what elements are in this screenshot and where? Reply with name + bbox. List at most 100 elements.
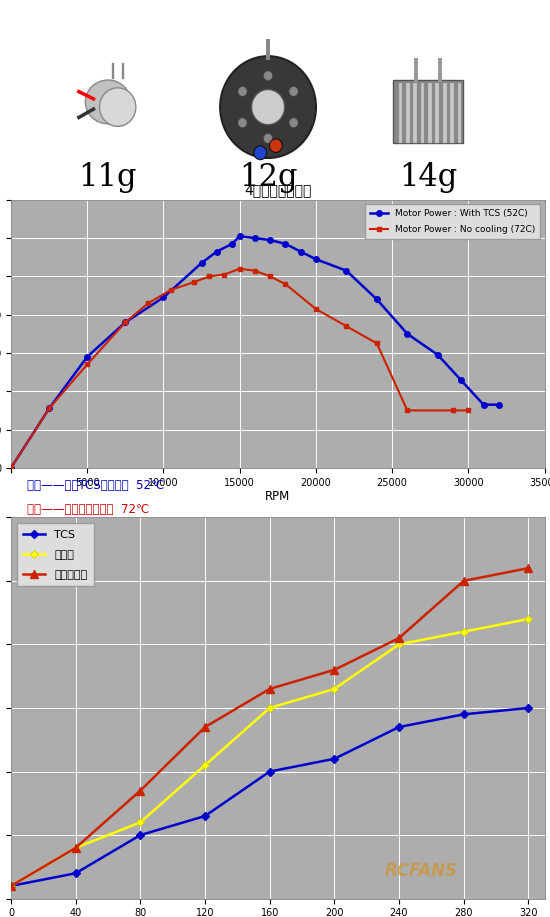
Bar [436, 83, 439, 143]
Circle shape [270, 138, 282, 152]
Motor Power : With TCS (52C): (5e+03, 58): With TCS (52C): (5e+03, 58) [84, 351, 91, 362]
Motor Power : No cooling (72C): (7.5e+03, 76): No cooling (72C): (7.5e+03, 76) [122, 317, 129, 328]
Motor Power : No cooling (72C): (9e+03, 86): No cooling (72C): (9e+03, 86) [145, 298, 151, 309]
Motor Power : With TCS (52C): (1.6e+04, 120): With TCS (52C): (1.6e+04, 120) [251, 233, 258, 244]
Bar [450, 83, 454, 143]
Motor Power : With TCS (52C): (2.4e+04, 88): With TCS (52C): (2.4e+04, 88) [373, 293, 380, 304]
Text: RCFANS: RCFANS [384, 862, 458, 879]
Circle shape [289, 86, 298, 96]
Motor Power : With TCS (52C): (2.6e+04, 70): With TCS (52C): (2.6e+04, 70) [404, 328, 411, 339]
Legend: Motor Power : With TCS (52C), Motor Power : No cooling (72C): Motor Power : With TCS (52C), Motor Powe… [365, 204, 540, 238]
無散熱裝置 [460, 575, 467, 586]
TCS [8, 880, 14, 891]
Motor Power : No cooling (72C): (2.9e+04, 30): No cooling (72C): (2.9e+04, 30) [450, 405, 456, 416]
Motor Power : With TCS (52C): (1.8e+04, 117): With TCS (52C): (1.8e+04, 117) [282, 238, 289, 249]
Motor Power : With TCS (52C): (1.45e+04, 117): With TCS (52C): (1.45e+04, 117) [229, 238, 235, 249]
Motor Power : No cooling (72C): (2.2e+04, 74): No cooling (72C): (2.2e+04, 74) [343, 321, 350, 332]
TCS [395, 722, 402, 733]
Motor Power : No cooling (72C): (1.6e+04, 103): No cooling (72C): (1.6e+04, 103) [251, 265, 258, 276]
Motor Power : With TCS (52C): (1.9e+04, 113): With TCS (52C): (1.9e+04, 113) [298, 246, 304, 257]
Text: 藍色——使用TCS冷卻系統  52℃: 藍色——使用TCS冷卻系統 52℃ [27, 479, 164, 492]
無散熱裝置 [8, 880, 14, 891]
Motor Power : No cooling (72C): (1.5e+04, 104): No cooling (72C): (1.5e+04, 104) [236, 263, 243, 274]
双風扇 [266, 702, 273, 713]
Bar [399, 83, 402, 143]
Line: 無散熱裝置: 無散熱裝置 [7, 564, 532, 889]
無散熱裝置 [266, 683, 273, 694]
Motor Power : No cooling (72C): (2e+04, 83): No cooling (72C): (2e+04, 83) [312, 304, 319, 315]
TCS [202, 811, 208, 822]
Circle shape [220, 56, 316, 158]
Text: 11g: 11g [79, 161, 138, 193]
Circle shape [263, 71, 273, 81]
双風扇 [73, 843, 79, 854]
Motor Power : No cooling (72C): (1.7e+04, 100): No cooling (72C): (1.7e+04, 100) [267, 271, 273, 282]
双風扇 [460, 626, 467, 637]
Motor Power : No cooling (72C): (2.6e+04, 30): No cooling (72C): (2.6e+04, 30) [404, 405, 411, 416]
TCS [73, 867, 79, 878]
Legend: TCS, 双風扇, 無散熱裝置: TCS, 双風扇, 無散熱裝置 [16, 523, 94, 586]
Text: 12g: 12g [239, 161, 298, 193]
Bar [443, 83, 447, 143]
Motor Power : No cooling (72C): (1.4e+04, 101): No cooling (72C): (1.4e+04, 101) [221, 269, 228, 280]
Motor Power : With TCS (52C): (2.2e+04, 103): With TCS (52C): (2.2e+04, 103) [343, 265, 350, 276]
Motor Power : With TCS (52C): (2e+04, 109): With TCS (52C): (2e+04, 109) [312, 254, 319, 265]
Motor Power : No cooling (72C): (5e+03, 54): No cooling (72C): (5e+03, 54) [84, 359, 91, 370]
Motor Power : No cooling (72C): (3e+04, 30): No cooling (72C): (3e+04, 30) [465, 405, 471, 416]
Motor Power : With TCS (52C): (1.7e+04, 119): With TCS (52C): (1.7e+04, 119) [267, 235, 273, 246]
Motor Power : With TCS (52C): (1.25e+04, 107): With TCS (52C): (1.25e+04, 107) [198, 258, 205, 269]
Motor Power : No cooling (72C): (0, 0): No cooling (72C): (0, 0) [8, 462, 14, 473]
Motor Power : With TCS (52C): (3.1e+04, 33): With TCS (52C): (3.1e+04, 33) [480, 399, 487, 410]
無散熱裝置 [331, 664, 338, 675]
Circle shape [289, 118, 298, 127]
Motor Power : With TCS (52C): (1.35e+04, 113): With TCS (52C): (1.35e+04, 113) [213, 246, 220, 257]
Line: Motor Power : No cooling (72C): Motor Power : No cooling (72C) [9, 266, 471, 470]
Line: Motor Power : With TCS (52C): Motor Power : With TCS (52C) [8, 234, 502, 470]
Circle shape [251, 90, 285, 125]
Bar [393, 80, 463, 143]
双風扇 [137, 817, 144, 828]
Bar [414, 83, 417, 143]
Motor Power : No cooling (72C): (2.5e+03, 31): No cooling (72C): (2.5e+03, 31) [46, 403, 52, 414]
双風扇 [395, 639, 402, 650]
TCS [137, 830, 144, 841]
Circle shape [263, 134, 273, 143]
Circle shape [238, 86, 247, 96]
Motor Power : No cooling (72C): (1.8e+04, 96): No cooling (72C): (1.8e+04, 96) [282, 279, 289, 290]
Motor Power : With TCS (52C): (2.95e+04, 46): With TCS (52C): (2.95e+04, 46) [458, 374, 464, 385]
TCS [331, 754, 338, 765]
Motor Power : No cooling (72C): (1.05e+04, 93): No cooling (72C): (1.05e+04, 93) [168, 284, 174, 295]
Bar [421, 83, 425, 143]
X-axis label: RPM: RPM [265, 491, 290, 503]
Text: 14g: 14g [399, 161, 457, 193]
Line: TCS: TCS [8, 705, 531, 889]
双風扇 [525, 613, 532, 624]
Motor Power : With TCS (52C): (1e+04, 89): With TCS (52C): (1e+04, 89) [160, 292, 167, 303]
Motor Power : With TCS (52C): (1.5e+04, 121): With TCS (52C): (1.5e+04, 121) [236, 231, 243, 242]
Bar [428, 83, 432, 143]
Circle shape [100, 88, 136, 127]
Motor Power : No cooling (72C): (2.4e+04, 65): No cooling (72C): (2.4e+04, 65) [373, 337, 380, 348]
Text: 紅色——未使用冷卻系統  72℃: 紅色——未使用冷卻系統 72℃ [27, 503, 149, 516]
無散熱裝置 [202, 722, 208, 733]
双風扇 [331, 683, 338, 694]
TCS [266, 766, 273, 777]
Circle shape [238, 118, 247, 127]
TCS [460, 709, 467, 720]
双風扇 [202, 759, 208, 770]
TCS [525, 702, 532, 713]
Bar [458, 83, 461, 143]
無散熱裝置 [137, 785, 144, 796]
Motor Power : With TCS (52C): (7.5e+03, 76): With TCS (52C): (7.5e+03, 76) [122, 317, 129, 328]
Ellipse shape [85, 80, 131, 124]
Motor Power : With TCS (52C): (0, 0): With TCS (52C): (0, 0) [8, 462, 14, 473]
Motor Power : No cooling (72C): (1.2e+04, 97): No cooling (72C): (1.2e+04, 97) [191, 277, 197, 288]
Circle shape [254, 146, 267, 160]
Line: 双風扇: 双風扇 [8, 616, 531, 889]
Motor Power : With TCS (52C): (2.5e+03, 31): With TCS (52C): (2.5e+03, 31) [46, 403, 52, 414]
Motor Power : With TCS (52C): (3.2e+04, 33): With TCS (52C): (3.2e+04, 33) [496, 399, 502, 410]
Motor Power : No cooling (72C): (1.3e+04, 100): No cooling (72C): (1.3e+04, 100) [206, 271, 212, 282]
無散熱裝置 [525, 563, 532, 574]
無散熱裝置 [73, 843, 79, 854]
Motor Power : With TCS (52C): (2.8e+04, 59): With TCS (52C): (2.8e+04, 59) [434, 349, 441, 360]
